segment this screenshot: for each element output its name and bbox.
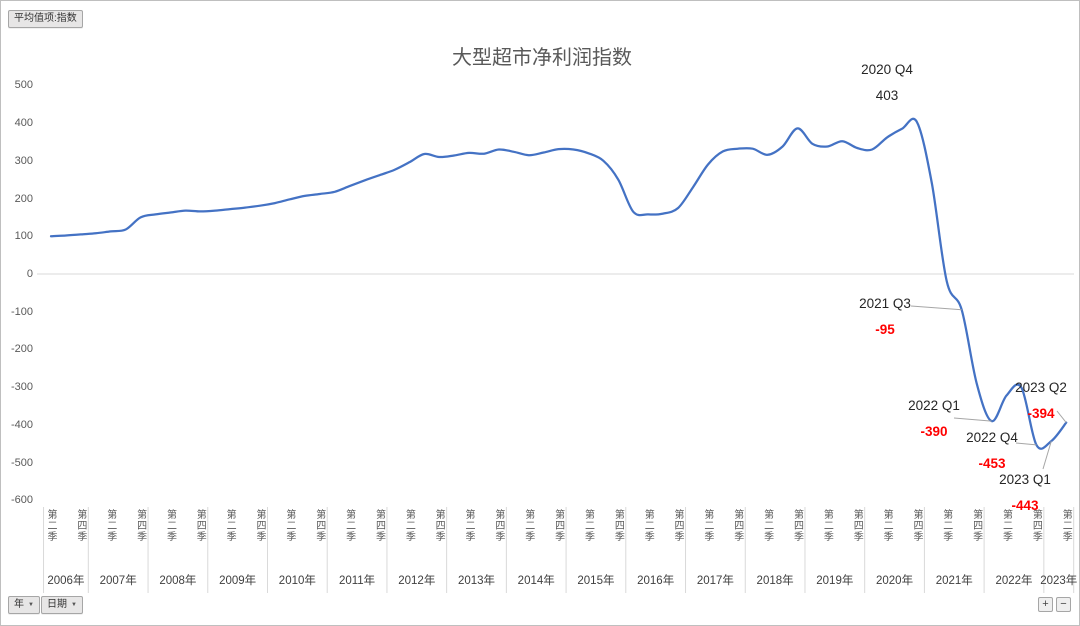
x-axis-quarter-label: 第四季	[373, 509, 385, 542]
series-line	[49, 117, 1068, 450]
y-axis-label: -300	[10, 381, 33, 394]
x-axis-quarter-label: 第二季	[940, 509, 952, 542]
x-axis-quarter-label: 第二季	[582, 509, 594, 542]
x-axis-quarter-label: 第四季	[552, 509, 564, 542]
x-axis-quarter-label: 第二季	[761, 509, 773, 542]
data-label-annotation: 2020 Q4 403	[861, 57, 913, 109]
x-axis-quarter-label: 第二季	[1000, 509, 1012, 542]
y-axis-label: -600	[10, 494, 33, 507]
annotation-value: -453	[978, 456, 1006, 471]
x-axis-year-label: 2013年	[457, 575, 496, 587]
annotation-period: 2020 Q4	[861, 62, 913, 77]
x-axis-quarter-label: 第二季	[881, 509, 893, 542]
x-axis-year-label: 2009年	[219, 575, 257, 587]
annotation-period: 2023 Q2	[1015, 380, 1067, 395]
data-label-annotation: 2023 Q2 -394	[1015, 375, 1067, 427]
x-axis-year-label: 2010年	[278, 575, 316, 587]
x-axis-quarter-label: 第四季	[851, 509, 863, 542]
y-axis-label: -100	[10, 305, 33, 318]
annotation-value: -390	[920, 424, 948, 439]
annotation-value: -443	[1011, 498, 1039, 513]
x-axis-quarter-label: 第二季	[522, 509, 534, 542]
x-axis-year-label: 2011年	[338, 575, 376, 587]
x-axis-quarter-label: 第四季	[970, 509, 982, 542]
chevron-down-icon: ▼	[71, 602, 77, 608]
x-axis-quarter-label: 第二季	[45, 509, 56, 542]
x-axis-year-label: 2012年	[398, 575, 436, 587]
y-axis-label: -500	[10, 456, 33, 469]
x-axis-quarter-label: 第四季	[492, 509, 504, 542]
x-axis-quarter-label: 第四季	[254, 509, 266, 542]
x-axis-year-label: 2020年	[875, 575, 914, 587]
y-axis-label: 100	[14, 230, 33, 243]
date-axis-field-button[interactable]: 日期 ▼	[41, 596, 83, 614]
y-axis-label: 300	[14, 154, 33, 167]
x-axis-year-label: 2014年	[517, 575, 555, 587]
collapse-button[interactable]: −	[1056, 597, 1071, 612]
x-axis-year-label: 2016年	[637, 575, 675, 587]
x-axis-quarter-label: 第二季	[642, 509, 654, 542]
data-label-annotation: 2022 Q4 -453	[966, 425, 1018, 477]
x-axis-year-label: 2007年	[99, 575, 137, 587]
y-axis-label: -200	[10, 343, 33, 356]
year-axis-field-label: 年	[14, 599, 24, 610]
x-axis-quarter-label: 第二季	[701, 509, 713, 542]
x-axis-year-label: 2006年	[47, 575, 85, 587]
x-axis-quarter-label: 第四季	[134, 509, 146, 542]
x-axis-year-label: 2023年	[1040, 575, 1078, 587]
x-axis-quarter-label: 第二季	[821, 509, 833, 542]
x-axis-quarter-label: 第二季	[283, 509, 295, 542]
x-axis-quarter-label: 第二季	[104, 509, 116, 542]
x-axis-quarter-label: 第二季	[343, 509, 355, 542]
y-axis-label: 0	[26, 268, 33, 280]
x-axis-quarter-label: 第二季	[463, 509, 475, 542]
chart-title: 大型超市净利润指数	[452, 47, 632, 69]
x-axis-quarter-label: 第二季	[403, 509, 415, 542]
data-label-annotation: 2021 Q3 -95	[859, 291, 911, 343]
x-axis-quarter-label: 第四季	[433, 509, 445, 542]
annotation-period: 2022 Q4	[966, 430, 1018, 445]
annotation-period: 2021 Q3	[859, 296, 911, 311]
x-axis-quarter-label: 第四季	[612, 509, 624, 542]
x-axis-year-label: 2018年	[756, 575, 794, 587]
date-axis-field-label: 日期	[47, 599, 67, 610]
annotation-period: 2022 Q1	[908, 398, 960, 413]
year-axis-field-button[interactable]: 年 ▼	[8, 596, 40, 614]
y-axis-label: 500	[14, 79, 33, 92]
x-axis-quarter-label: 第二季	[224, 509, 236, 542]
x-axis-quarter-label: 第四季	[672, 509, 684, 542]
x-axis-year-label: 2021年	[935, 575, 973, 587]
x-axis-year-label: 2015年	[577, 575, 615, 587]
value-field-label: 平均值项:指数	[14, 13, 77, 24]
data-label-annotation: 2023 Q1 -443	[999, 467, 1051, 519]
x-axis-quarter-label: 第四季	[910, 509, 922, 542]
x-axis-year-label: 2008年	[159, 575, 197, 587]
y-axis-label: 200	[14, 192, 33, 205]
y-axis-label: 400	[14, 117, 33, 130]
annotation-period: 2023 Q1	[999, 472, 1051, 487]
x-axis-year-label: 2022年	[995, 575, 1033, 587]
annotation-value: -394	[1027, 406, 1055, 421]
x-axis-quarter-label: 第四季	[1030, 509, 1042, 542]
x-axis-quarter-label: 第四季	[791, 509, 803, 542]
y-axis-label: -400	[10, 418, 33, 431]
annotation-value: -95	[875, 322, 895, 337]
x-axis-quarter-label: 第四季	[194, 509, 206, 542]
x-axis-quarter-label: 第二季	[164, 509, 176, 542]
x-axis-quarter-label: 第四季	[74, 509, 86, 542]
annotation-value: 403	[875, 88, 899, 103]
x-axis-quarter-label: 第四季	[731, 509, 743, 542]
x-axis-year-label: 2019年	[816, 575, 854, 587]
x-axis-year-label: 2017年	[696, 575, 734, 587]
x-axis-quarter-label: 第四季	[313, 509, 325, 542]
expand-button[interactable]: +	[1038, 597, 1053, 612]
value-field-button[interactable]: 平均值项:指数	[8, 10, 83, 28]
chevron-down-icon: ▼	[28, 602, 34, 608]
data-label-annotation: 2022 Q1 -390	[908, 393, 960, 445]
x-axis-quarter-label: 第二季	[1060, 509, 1072, 542]
